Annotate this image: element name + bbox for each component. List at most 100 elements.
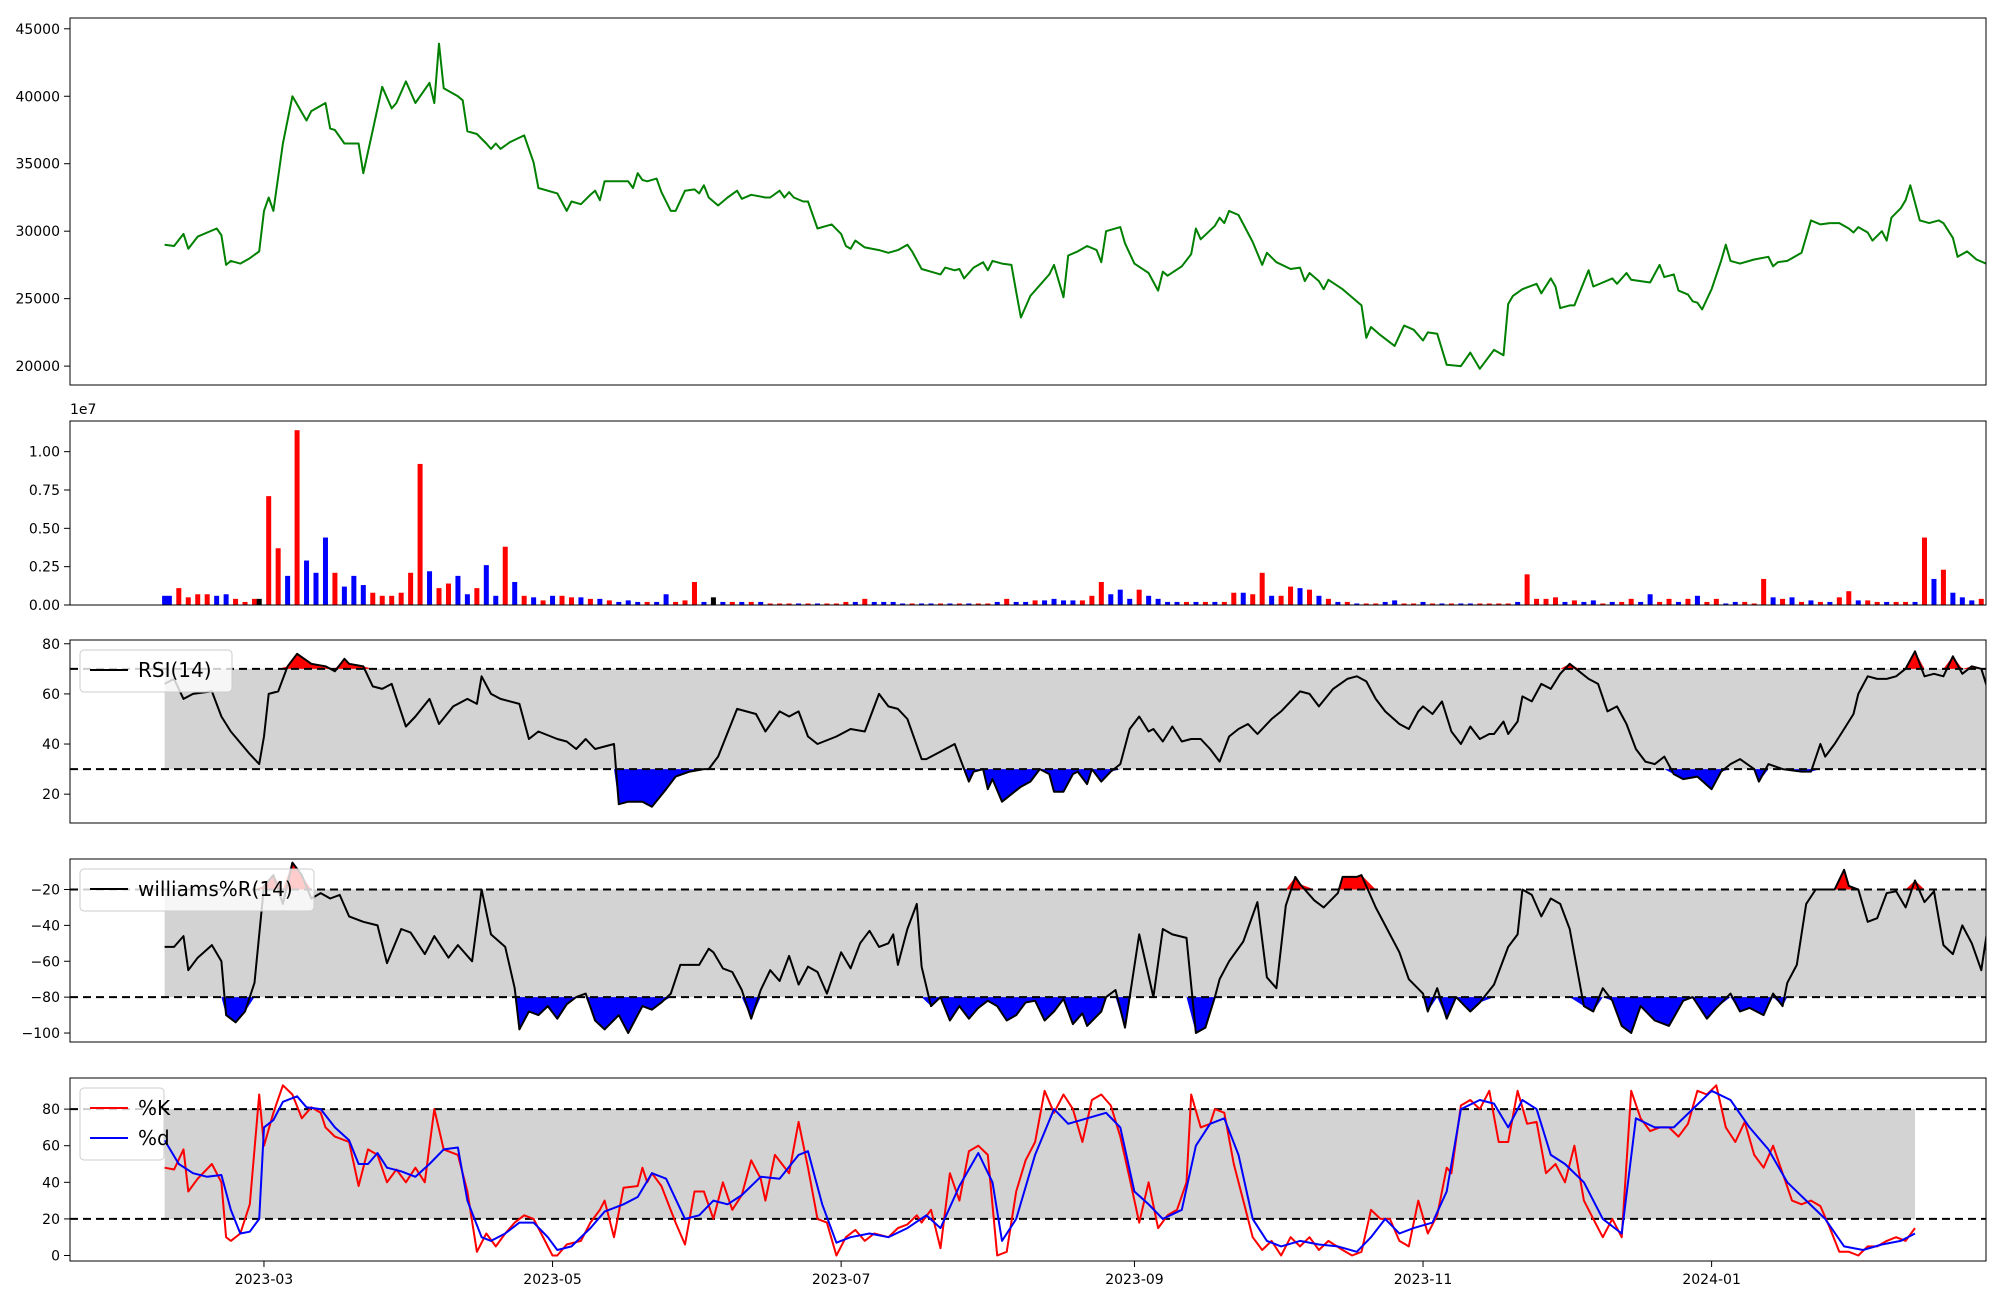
- volume-bar: [758, 601, 764, 605]
- volume-bar: [360, 585, 366, 605]
- volume-bar: [1590, 600, 1596, 605]
- volume-bar: [294, 430, 300, 605]
- volume-bar: [1202, 601, 1208, 605]
- volume-bar: [900, 603, 906, 605]
- volume-ytick-label: 0.00: [29, 598, 60, 614]
- volume-bar: [223, 594, 229, 605]
- volume-bar: [890, 601, 896, 605]
- volume-bar: [1278, 595, 1284, 605]
- volume-bar: [436, 588, 442, 605]
- volume-bar: [597, 598, 603, 605]
- price-ytick-label: 25000: [15, 292, 60, 308]
- volume-ytick-label: 0.75: [29, 483, 60, 499]
- volume-bar: [1921, 537, 1927, 605]
- volume-bar: [1401, 603, 1407, 605]
- volume-bar: [1931, 578, 1937, 605]
- volume-bar: [1250, 594, 1256, 605]
- volume-bar: [814, 603, 820, 605]
- volume-bar: [1439, 603, 1445, 605]
- volume-bar: [1335, 601, 1341, 605]
- volume-bar: [233, 598, 239, 605]
- volume-bar: [606, 600, 612, 605]
- volume-bar: [767, 603, 773, 605]
- volume-bar: [1165, 601, 1171, 605]
- volume-bar: [644, 601, 650, 605]
- rsi-ytick-label: 60: [42, 687, 60, 703]
- volume-bar: [1458, 603, 1464, 605]
- volume-bar: [512, 582, 518, 605]
- volume-bar: [862, 598, 868, 605]
- volume-bar: [252, 598, 258, 605]
- williams-legend-label: williams%R(14): [138, 877, 293, 901]
- volume-bar: [1231, 592, 1237, 605]
- rsi-band: [164, 668, 1986, 770]
- volume-bar: [1836, 597, 1842, 605]
- price-ytick-label: 35000: [15, 157, 60, 173]
- volume-bar: [1117, 589, 1123, 605]
- volume-bar: [852, 601, 858, 605]
- volume-bar: [691, 582, 697, 605]
- stochastic-plot-area: [70, 1084, 1986, 1257]
- volume-bar: [673, 601, 679, 605]
- volume-bar: [1581, 601, 1587, 605]
- volume-bar: [1524, 574, 1530, 605]
- volume-panel: 0.00 0.25 0.50 0.75 1.00 1e7: [29, 402, 1987, 614]
- volume-bar: [176, 588, 182, 605]
- volume-axes-frame: [69, 420, 1987, 606]
- rsi-ytick-label: 40: [42, 737, 60, 753]
- stochastic-ytick-label: 0: [51, 1249, 60, 1265]
- volume-bar: [464, 594, 470, 605]
- volume-bar: [242, 601, 248, 605]
- volume-bar: [1013, 601, 1019, 605]
- volume-bar: [1051, 598, 1057, 605]
- volume-bar: [370, 592, 376, 605]
- xtick-label: 2023-11: [1394, 1272, 1453, 1288]
- rsi-legend: RSI(14): [79, 649, 233, 693]
- volume-bar: [1467, 603, 1473, 605]
- williams-panel: −100 −80 −60 −40 −20 williams%R(14): [22, 858, 1987, 1043]
- williams-axes-frame: [69, 858, 1987, 1043]
- volume-bar: [1571, 600, 1577, 605]
- volume-bar: [1694, 595, 1700, 605]
- rsi-legend-box: [79, 649, 233, 693]
- volume-bar: [502, 546, 508, 605]
- volume-bar: [1675, 601, 1681, 605]
- price-ytick-label: 30000: [15, 224, 60, 240]
- rsi-plot-area: [70, 650, 1986, 808]
- volume-bar: [966, 603, 972, 605]
- volume-ytick-label: 1.00: [29, 445, 60, 461]
- williams-band: [164, 889, 1986, 998]
- xtick-label: 2023-05: [523, 1272, 582, 1288]
- volume-bar: [1780, 598, 1786, 605]
- volume-bar: [214, 595, 220, 605]
- volume-bar: [919, 603, 925, 605]
- volume-bar: [1865, 600, 1871, 605]
- volume-bar: [1846, 591, 1852, 605]
- stochastic-ytick-label: 20: [42, 1212, 60, 1228]
- rsi-fill-above: [164, 651, 1986, 669]
- stochastic-ytick-label: 80: [42, 1102, 60, 1118]
- volume-bar: [833, 603, 839, 605]
- volume-bar: [1855, 600, 1861, 605]
- price-ytick-label: 40000: [15, 89, 60, 105]
- volume-bar: [266, 496, 272, 605]
- volume-bar: [985, 603, 991, 605]
- rsi-ytick-label: 20: [42, 787, 60, 803]
- price-ytick-label: 45000: [15, 22, 60, 38]
- volume-bar: [635, 601, 641, 605]
- volume-bar: [1959, 597, 1965, 605]
- volume-bar: [540, 600, 546, 605]
- volume-bar: [568, 597, 574, 605]
- stochastic-ytick-label: 60: [42, 1139, 60, 1155]
- volume-bar: [162, 595, 168, 605]
- price-plot-area: [164, 42, 1986, 370]
- volume-bar: [824, 603, 830, 605]
- volume-bar: [1893, 601, 1899, 605]
- volume-bar: [1940, 569, 1946, 605]
- williams-fill-above: [164, 862, 1986, 890]
- price-panel: 20000 25000 30000 35000 40000 45000: [15, 17, 1987, 386]
- volume-bar: [1127, 598, 1133, 605]
- xtick-label: 2023-07: [812, 1272, 871, 1288]
- williams-ytick-label: −80: [30, 990, 60, 1006]
